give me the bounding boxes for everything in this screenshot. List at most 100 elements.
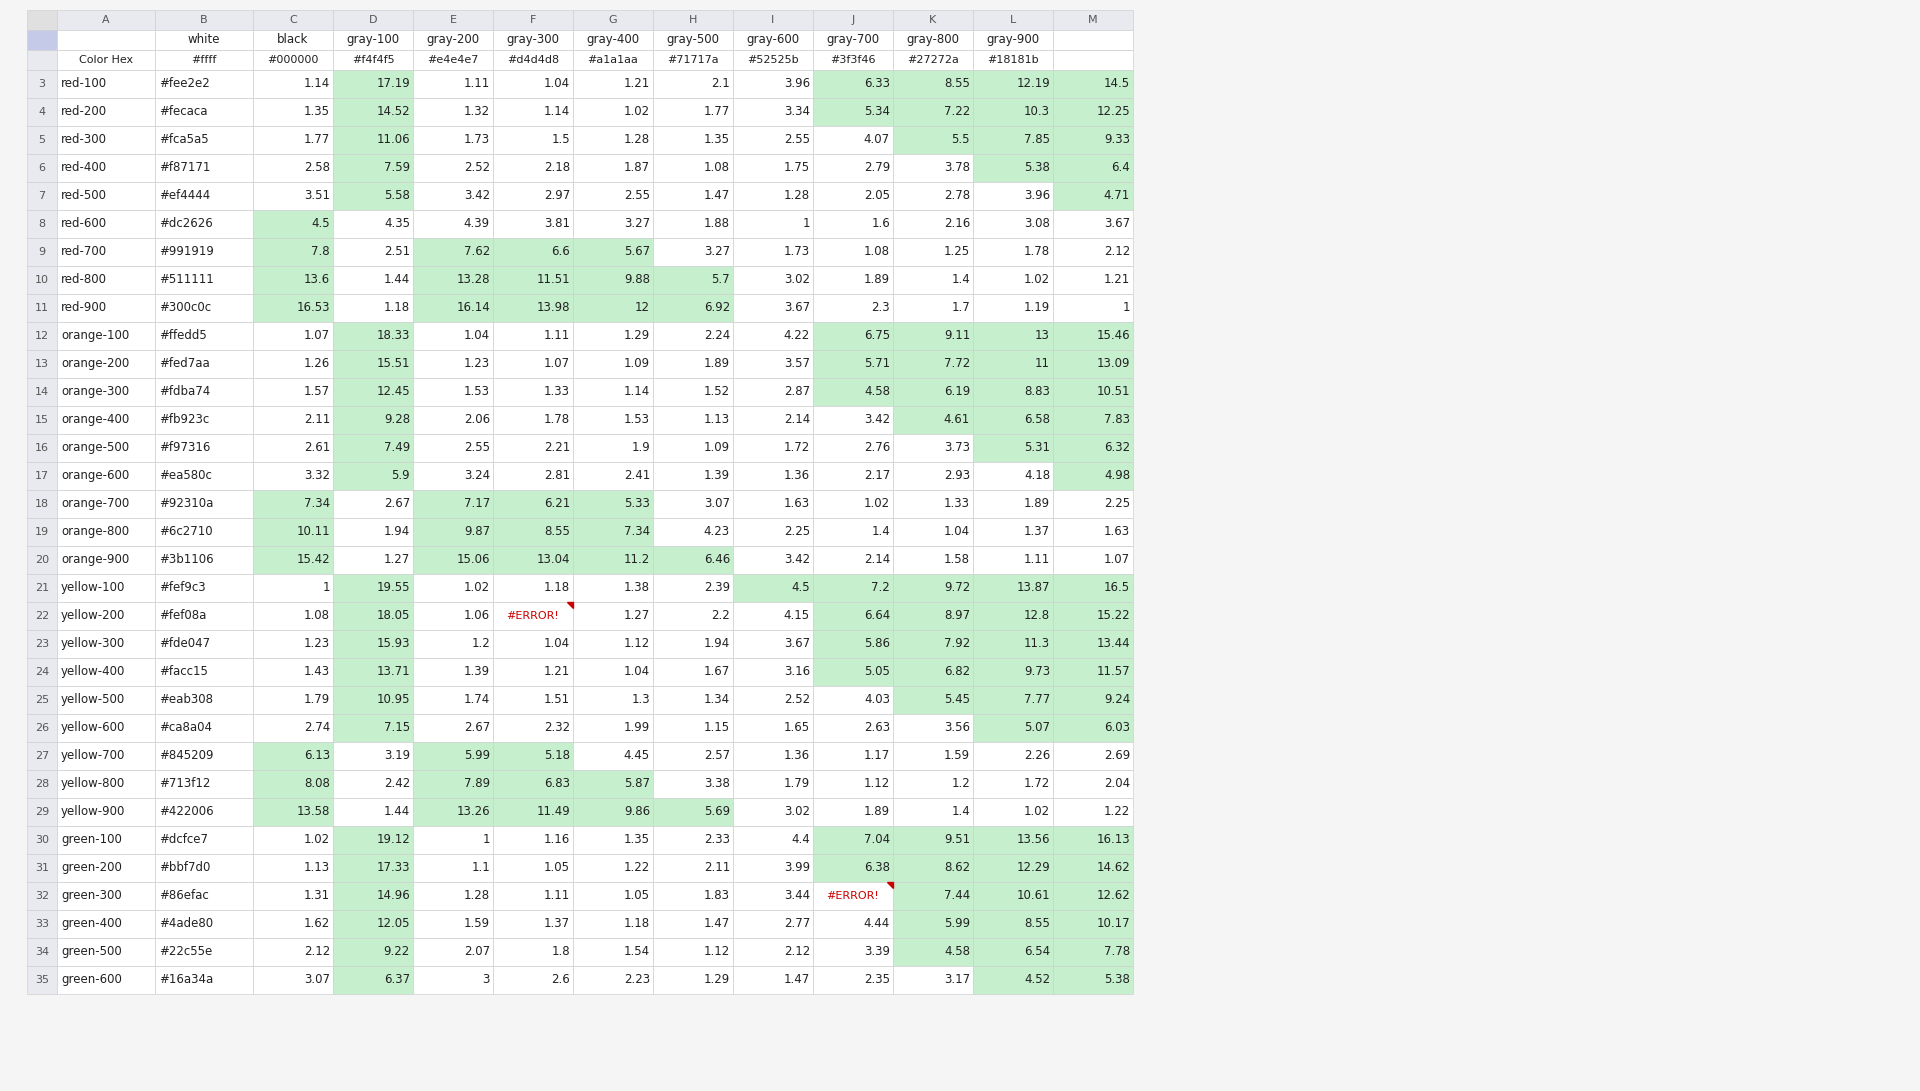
Bar bbox=[332, 854, 413, 882]
Text: 12.05: 12.05 bbox=[376, 918, 411, 931]
Text: 3.73: 3.73 bbox=[945, 442, 970, 455]
Text: #eab308: #eab308 bbox=[159, 694, 213, 707]
Bar bbox=[332, 966, 413, 994]
Bar bbox=[493, 125, 572, 154]
Bar bbox=[27, 770, 58, 798]
Bar bbox=[653, 70, 733, 98]
Text: orange-800: orange-800 bbox=[61, 526, 129, 539]
Text: 1.36: 1.36 bbox=[783, 469, 810, 482]
Bar bbox=[653, 714, 733, 742]
Text: 1.2: 1.2 bbox=[470, 637, 490, 650]
Text: 7.8: 7.8 bbox=[311, 245, 330, 259]
Text: 2.14: 2.14 bbox=[864, 553, 891, 566]
Bar bbox=[27, 686, 58, 714]
Text: yellow-700: yellow-700 bbox=[61, 750, 125, 763]
Bar bbox=[332, 826, 413, 854]
Text: 7.78: 7.78 bbox=[1104, 946, 1131, 959]
Text: 14.5: 14.5 bbox=[1104, 77, 1131, 91]
Bar bbox=[413, 770, 493, 798]
Bar bbox=[253, 29, 332, 50]
Bar bbox=[493, 209, 572, 238]
Bar bbox=[893, 50, 973, 70]
Bar bbox=[572, 461, 653, 490]
Text: 3.42: 3.42 bbox=[465, 190, 490, 203]
Bar bbox=[156, 742, 253, 770]
Bar bbox=[493, 630, 572, 658]
Text: #dcfce7: #dcfce7 bbox=[159, 834, 207, 847]
Text: 6.54: 6.54 bbox=[1023, 946, 1050, 959]
Text: 2.14: 2.14 bbox=[783, 413, 810, 427]
Bar bbox=[58, 490, 156, 518]
Text: 1.18: 1.18 bbox=[624, 918, 651, 931]
Bar bbox=[156, 826, 253, 854]
Bar bbox=[253, 50, 332, 70]
Text: M: M bbox=[1089, 15, 1098, 25]
Bar bbox=[332, 406, 413, 434]
Bar bbox=[493, 154, 572, 182]
Bar bbox=[332, 770, 413, 798]
Bar bbox=[572, 770, 653, 798]
Bar bbox=[332, 322, 413, 350]
Text: 1.07: 1.07 bbox=[543, 358, 570, 371]
Bar bbox=[733, 910, 812, 938]
Bar bbox=[58, 70, 156, 98]
Bar bbox=[332, 70, 413, 98]
Bar bbox=[156, 98, 253, 125]
Bar bbox=[893, 742, 973, 770]
Text: 14.62: 14.62 bbox=[1096, 862, 1131, 875]
Bar bbox=[413, 686, 493, 714]
Bar bbox=[413, 70, 493, 98]
Text: 1.13: 1.13 bbox=[705, 413, 730, 427]
Text: 4.5: 4.5 bbox=[311, 217, 330, 230]
Bar bbox=[812, 350, 893, 377]
Bar bbox=[253, 798, 332, 826]
Bar bbox=[156, 518, 253, 546]
Bar bbox=[1052, 938, 1133, 966]
Text: 2.93: 2.93 bbox=[945, 469, 970, 482]
Bar bbox=[812, 602, 893, 630]
Text: 2.18: 2.18 bbox=[543, 161, 570, 175]
Polygon shape bbox=[887, 882, 893, 888]
Text: 8.55: 8.55 bbox=[543, 526, 570, 539]
Text: 7.2: 7.2 bbox=[872, 582, 891, 595]
Text: #bbf7d0: #bbf7d0 bbox=[159, 862, 211, 875]
Bar bbox=[58, 658, 156, 686]
Text: 4.03: 4.03 bbox=[864, 694, 891, 707]
Bar bbox=[893, 293, 973, 322]
Text: 1.87: 1.87 bbox=[624, 161, 651, 175]
Bar bbox=[413, 29, 493, 50]
Bar bbox=[653, 377, 733, 406]
Text: #422006: #422006 bbox=[159, 805, 213, 818]
Bar bbox=[253, 266, 332, 293]
Text: 3.39: 3.39 bbox=[864, 946, 891, 959]
Text: 2.17: 2.17 bbox=[864, 469, 891, 482]
Text: 12.62: 12.62 bbox=[1096, 889, 1131, 902]
Text: G: G bbox=[609, 15, 618, 25]
Text: 2.1: 2.1 bbox=[710, 77, 730, 91]
Text: #ERROR!: #ERROR! bbox=[507, 611, 559, 621]
Bar bbox=[493, 742, 572, 770]
Text: 3.67: 3.67 bbox=[783, 637, 810, 650]
Text: red-400: red-400 bbox=[61, 161, 108, 175]
Bar bbox=[812, 406, 893, 434]
Bar bbox=[973, 50, 1052, 70]
Text: 35: 35 bbox=[35, 975, 50, 985]
Bar bbox=[27, 910, 58, 938]
Text: gray-700: gray-700 bbox=[826, 34, 879, 47]
Bar bbox=[653, 434, 733, 461]
Bar bbox=[493, 461, 572, 490]
Bar bbox=[332, 490, 413, 518]
Bar bbox=[893, 602, 973, 630]
Bar bbox=[572, 854, 653, 882]
Bar bbox=[156, 125, 253, 154]
Text: 1.65: 1.65 bbox=[783, 721, 810, 734]
Text: 1.35: 1.35 bbox=[624, 834, 651, 847]
Text: 13.09: 13.09 bbox=[1096, 358, 1131, 371]
Bar bbox=[1052, 154, 1133, 182]
Text: 7.62: 7.62 bbox=[465, 245, 490, 259]
Text: green-500: green-500 bbox=[61, 946, 121, 959]
Text: 1.78: 1.78 bbox=[543, 413, 570, 427]
Text: yellow-300: yellow-300 bbox=[61, 637, 125, 650]
Bar bbox=[332, 50, 413, 70]
Bar bbox=[156, 377, 253, 406]
